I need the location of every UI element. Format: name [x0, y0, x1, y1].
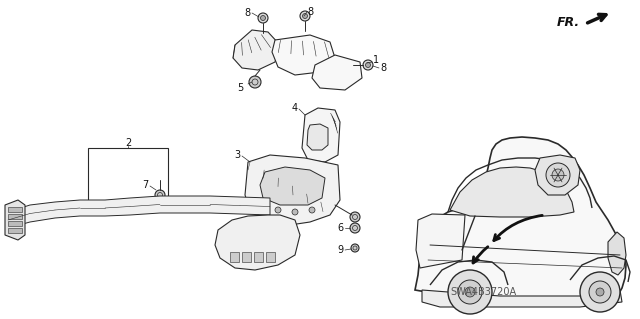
Circle shape — [552, 169, 564, 181]
Circle shape — [365, 63, 371, 68]
Polygon shape — [535, 155, 580, 195]
Circle shape — [300, 11, 310, 21]
Polygon shape — [245, 155, 340, 225]
Text: 2: 2 — [125, 138, 131, 148]
Polygon shape — [422, 290, 622, 307]
Polygon shape — [312, 55, 362, 90]
Circle shape — [589, 281, 611, 303]
Polygon shape — [8, 207, 22, 212]
Polygon shape — [230, 252, 239, 262]
Polygon shape — [307, 124, 328, 150]
Circle shape — [351, 244, 359, 252]
Circle shape — [596, 288, 604, 296]
Circle shape — [260, 16, 266, 20]
Circle shape — [303, 13, 307, 19]
Polygon shape — [416, 214, 465, 268]
Circle shape — [275, 207, 281, 213]
Circle shape — [258, 13, 268, 23]
Circle shape — [350, 212, 360, 222]
Polygon shape — [8, 221, 22, 226]
Circle shape — [292, 209, 298, 215]
Text: 6: 6 — [337, 223, 343, 233]
Polygon shape — [415, 137, 626, 302]
Text: 8: 8 — [307, 7, 313, 17]
Polygon shape — [608, 232, 626, 275]
Polygon shape — [215, 215, 300, 270]
Circle shape — [363, 60, 373, 70]
Polygon shape — [233, 30, 280, 70]
Polygon shape — [242, 252, 251, 262]
Circle shape — [249, 76, 261, 88]
Text: SWA4B3720A: SWA4B3720A — [450, 287, 516, 297]
Circle shape — [580, 272, 620, 312]
Text: 1: 1 — [373, 55, 379, 65]
Circle shape — [155, 190, 165, 200]
Text: 5: 5 — [237, 83, 243, 93]
Polygon shape — [5, 200, 25, 240]
Circle shape — [309, 207, 315, 213]
Circle shape — [448, 270, 492, 314]
Text: 3: 3 — [234, 150, 240, 160]
Polygon shape — [272, 35, 335, 75]
Bar — [88, 148, 168, 208]
Circle shape — [546, 163, 570, 187]
Text: 4: 4 — [292, 103, 298, 113]
Text: 8: 8 — [244, 8, 250, 18]
Polygon shape — [450, 167, 574, 217]
Polygon shape — [260, 167, 325, 205]
Polygon shape — [8, 214, 22, 219]
Circle shape — [465, 287, 475, 297]
Circle shape — [350, 223, 360, 233]
Text: FR.: FR. — [557, 16, 580, 28]
Polygon shape — [8, 196, 270, 228]
Circle shape — [458, 280, 482, 304]
Polygon shape — [266, 252, 275, 262]
Polygon shape — [8, 228, 22, 233]
Text: 7: 7 — [141, 180, 148, 190]
Text: 9: 9 — [337, 245, 343, 255]
Polygon shape — [254, 252, 263, 262]
Polygon shape — [302, 108, 340, 162]
Text: 8: 8 — [380, 63, 386, 73]
